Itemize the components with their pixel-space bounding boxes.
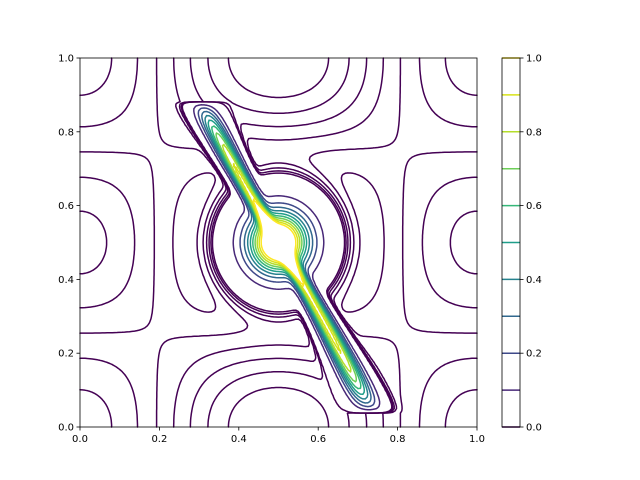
contour-level-14 (215, 132, 358, 383)
contour-level-1 (79, 57, 478, 428)
contour-level-13 (211, 125, 362, 390)
colorbar: 0.0 0.2 0.4 0.6 0.8 1.0 (501, 54, 542, 434)
contour-level-7 (181, 57, 393, 428)
contour-level-17 (252, 198, 305, 287)
y-tick-label: 0.8 (58, 127, 74, 138)
y-tick-label: 0.0 (58, 423, 74, 434)
contour-level-12 (207, 119, 366, 396)
y-tick-label: 0.6 (58, 201, 74, 212)
colorbar-frame (501, 57, 521, 428)
contour-level-8 (193, 104, 381, 411)
colorbar-tick-label: 0.4 (526, 275, 542, 286)
y-axis: 0.0 0.2 0.4 0.6 0.8 1.0 (58, 54, 80, 434)
contour-level-11 (204, 114, 369, 400)
contour-level-15 (221, 143, 352, 373)
colorbar-tick-label: 0.8 (526, 127, 542, 138)
x-tick-label: 0.2 (151, 434, 167, 445)
x-tick-label: 0.0 (72, 434, 88, 445)
y-tick-label: 0.2 (58, 349, 74, 360)
contour-level-10 (201, 110, 372, 404)
plot-frame (79, 57, 478, 428)
colorbar-tick-label: 1.0 (526, 54, 542, 65)
x-tick-label: 0.6 (310, 434, 326, 445)
colorbar-tick-label: 0.2 (526, 349, 542, 360)
contour-level-2 (79, 57, 478, 428)
colorbar-tick-label: 0.0 (526, 423, 542, 434)
contour-level-9 (197, 107, 376, 408)
contour-level-16 (232, 162, 342, 354)
x-tick-label: 1.0 (469, 434, 485, 445)
x-axis: 0.0 0.2 0.4 0.6 0.8 1.0 (72, 427, 485, 445)
x-tick-label: 0.8 (390, 434, 406, 445)
colorbar-tick-label: 0.6 (526, 201, 542, 212)
contour-level-4 (79, 57, 478, 428)
y-tick-label: 1.0 (58, 54, 74, 65)
contour-level-3 (79, 57, 478, 428)
contour-lines (79, 57, 478, 428)
y-tick-label: 0.4 (58, 275, 74, 286)
x-tick-label: 0.4 (231, 434, 247, 445)
